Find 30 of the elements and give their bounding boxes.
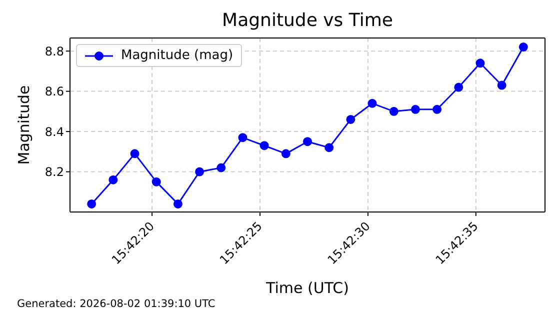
point xyxy=(281,149,290,158)
point xyxy=(87,199,96,208)
y-tick-label: 8.8 xyxy=(44,44,64,58)
point xyxy=(389,106,398,116)
point xyxy=(173,199,182,208)
point xyxy=(152,177,161,186)
point xyxy=(238,133,248,142)
y-tick-label: 8.4 xyxy=(44,124,64,139)
point xyxy=(108,175,118,184)
point xyxy=(346,114,356,124)
point xyxy=(324,143,334,152)
point xyxy=(432,104,442,114)
point xyxy=(303,137,312,146)
y-tick-label: 8.6 xyxy=(44,84,64,99)
point xyxy=(216,163,226,172)
point xyxy=(260,141,269,150)
y-tick-label: 8.2 xyxy=(44,165,64,180)
point xyxy=(130,149,140,158)
x-axis-title: Time (UTC) xyxy=(265,279,350,297)
point xyxy=(497,80,506,90)
point xyxy=(454,82,464,92)
point xyxy=(518,42,528,52)
legend-label: Magnitude (mag) xyxy=(121,48,234,63)
chart-title: Magnitude vs Time xyxy=(221,10,394,31)
point xyxy=(476,58,485,68)
point xyxy=(368,98,377,108)
point xyxy=(410,104,420,114)
point xyxy=(195,167,204,176)
text: Generated: 2026-08-02 01:39:10 UTC xyxy=(17,298,216,310)
y-axis-title: Magnitude xyxy=(15,85,33,165)
